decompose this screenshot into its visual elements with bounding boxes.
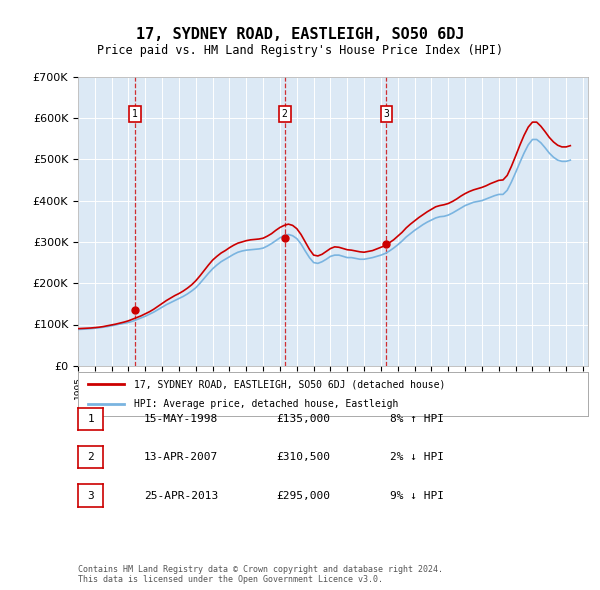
Text: 8% ↑ HPI: 8% ↑ HPI	[390, 414, 444, 424]
Text: 2: 2	[282, 109, 287, 119]
Text: 2% ↓ HPI: 2% ↓ HPI	[390, 453, 444, 462]
Text: HPI: Average price, detached house, Eastleigh: HPI: Average price, detached house, East…	[134, 399, 398, 408]
Text: 3: 3	[87, 491, 94, 500]
Text: £295,000: £295,000	[276, 491, 330, 500]
Text: 3: 3	[383, 109, 389, 119]
Text: 2: 2	[87, 453, 94, 462]
Text: 17, SYDNEY ROAD, EASTLEIGH, SO50 6DJ (detached house): 17, SYDNEY ROAD, EASTLEIGH, SO50 6DJ (de…	[134, 379, 445, 389]
Text: 9% ↓ HPI: 9% ↓ HPI	[390, 491, 444, 500]
Text: £310,500: £310,500	[276, 453, 330, 462]
Text: 1: 1	[132, 109, 137, 119]
Text: £135,000: £135,000	[276, 414, 330, 424]
Text: 15-MAY-1998: 15-MAY-1998	[144, 414, 218, 424]
Text: 25-APR-2013: 25-APR-2013	[144, 491, 218, 500]
Text: 1: 1	[87, 414, 94, 424]
Text: Price paid vs. HM Land Registry's House Price Index (HPI): Price paid vs. HM Land Registry's House …	[97, 44, 503, 57]
Text: 13-APR-2007: 13-APR-2007	[144, 453, 218, 462]
Text: 17, SYDNEY ROAD, EASTLEIGH, SO50 6DJ: 17, SYDNEY ROAD, EASTLEIGH, SO50 6DJ	[136, 27, 464, 41]
Text: Contains HM Land Registry data © Crown copyright and database right 2024.
This d: Contains HM Land Registry data © Crown c…	[78, 565, 443, 584]
